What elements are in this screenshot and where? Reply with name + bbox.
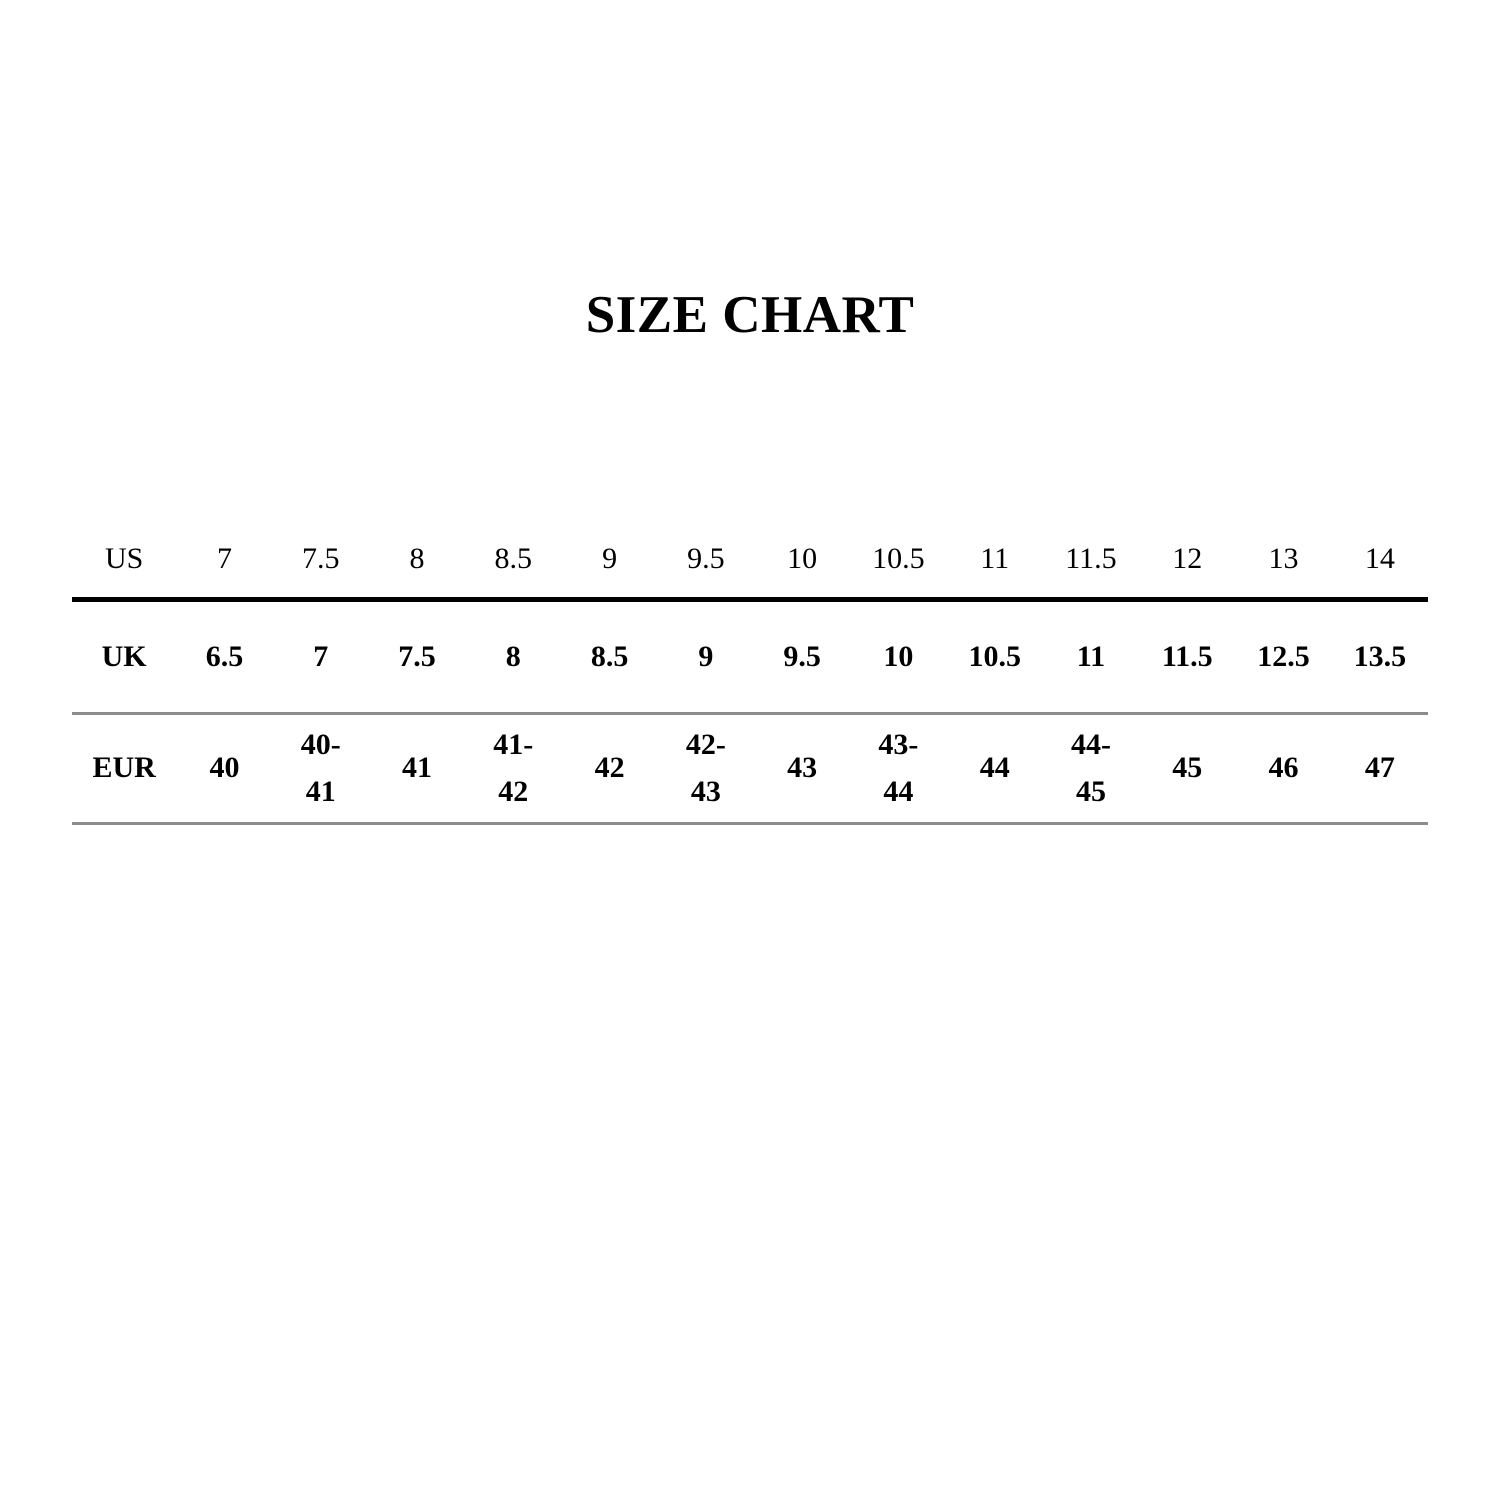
cell-uk-12: 12.5 <box>1257 639 1310 673</box>
cell-uk-3: 7.5 <box>398 639 436 673</box>
page-title: SIZE CHART <box>585 286 915 344</box>
cell-uk-2: 7 <box>313 639 329 673</box>
cell-us-13: 14 <box>1364 542 1395 576</box>
cell-us-6: 9.5 <box>687 542 725 576</box>
cell-us-10: 11.5 <box>1065 542 1117 576</box>
cell-us-2: 7.5 <box>301 542 340 576</box>
cell-eur-8: 43- 44 <box>878 728 919 808</box>
cell-uk-1: 6.5 <box>205 639 244 673</box>
cell-eur-4: 41- 42 <box>493 728 534 808</box>
cell-us-12: 13 <box>1268 542 1299 576</box>
cell-eur-11: 45 <box>1172 751 1203 785</box>
cell-eur-10: 44- 45 <box>1070 728 1111 808</box>
cell-uk-4: 8 <box>505 639 521 673</box>
cell-eur-6: 42- 43 <box>685 728 726 808</box>
cell-us-8: 10.5 <box>872 542 925 576</box>
cell-us-3: 8 <box>409 542 425 576</box>
row-header-eur: EUR <box>92 751 156 785</box>
cell-uk-11: 11.5 <box>1161 639 1213 673</box>
table-row-eur: EUR 40 40- 41 41 41- 42 42 42- 43 43 43- 44 … <box>72 714 1428 824</box>
cell-uk-9: 10.5 <box>968 639 1021 673</box>
cell-uk-10: 11 <box>1076 639 1106 673</box>
cell-eur-3: 41 <box>402 751 432 785</box>
cell-uk-5: 8.5 <box>590 639 629 673</box>
cell-uk-7: 9.5 <box>783 639 821 673</box>
cell-eur-7: 43 <box>787 751 818 785</box>
cell-eur-9: 44 <box>979 751 1010 785</box>
cell-uk-13: 13.5 <box>1353 639 1407 673</box>
row-header-us: US <box>104 542 144 576</box>
cell-us-5: 9 <box>602 542 618 576</box>
cell-us-4: 8.5 <box>494 542 533 576</box>
cell-us-1: 7 <box>216 542 232 576</box>
table-row-us: US 7 7.5 8 8.5 9 9.5 10 10.5 11 11.5 12 … <box>72 522 1428 600</box>
cell-uk-8: 10 <box>883 639 914 673</box>
cell-eur-1: 40 <box>209 751 240 785</box>
cell-eur-5: 42 <box>594 751 625 785</box>
cell-us-7: 10 <box>787 542 818 576</box>
cell-eur-2: 40- 41 <box>300 728 341 808</box>
size-chart-table-container: US 7 7.5 8 8.5 9 9.5 10 10.5 11 11.5 12 … <box>72 522 1428 825</box>
cell-uk-6: 9 <box>698 639 714 673</box>
cell-us-11: 12 <box>1172 542 1203 576</box>
cell-eur-13: 47 <box>1364 751 1395 785</box>
table-row-uk: UK 6.5 7 7.5 8 8.5 9 9.5 10 10.5 11 11.5… <box>72 600 1428 714</box>
cell-eur-12: 46 <box>1268 751 1299 785</box>
cell-us-9: 11 <box>980 542 1010 576</box>
row-header-uk: UK <box>101 639 147 673</box>
size-chart-table: US 7 7.5 8 8.5 9 9.5 10 10.5 11 11.5 12 … <box>72 522 1428 825</box>
